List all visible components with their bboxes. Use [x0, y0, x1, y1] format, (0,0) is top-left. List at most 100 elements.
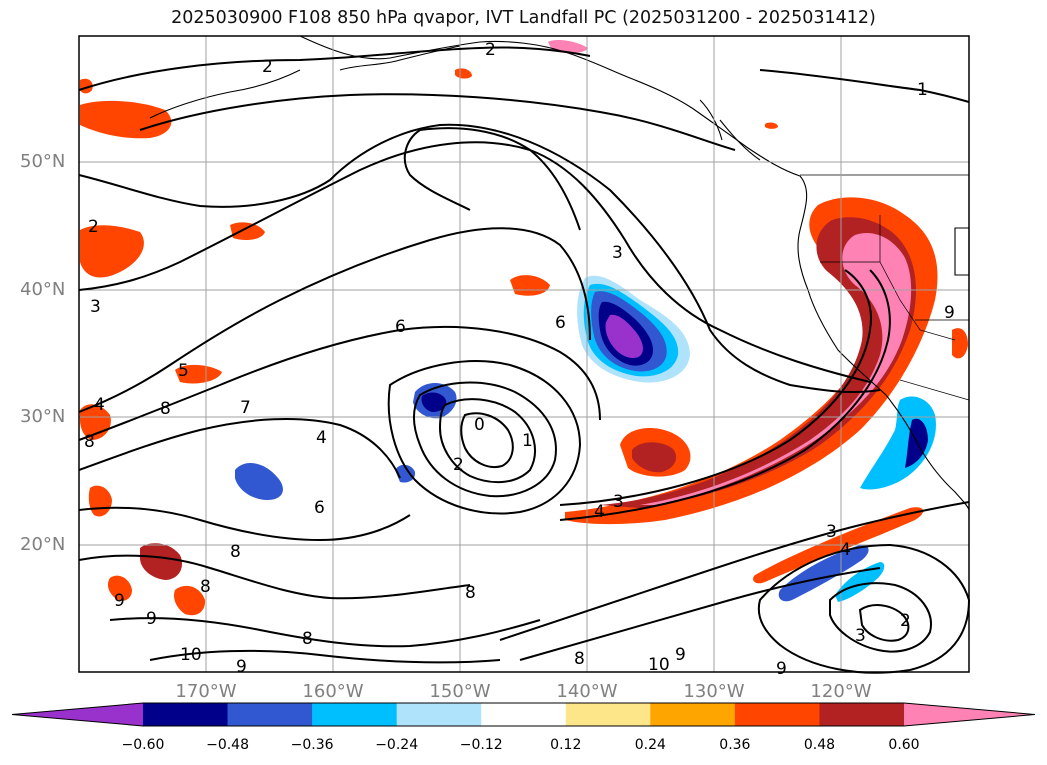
contour-bottom-1: [149, 649, 501, 664]
gridlines: [79, 36, 969, 672]
contour-label: 4: [316, 428, 327, 448]
lon-label-140w: 140°W: [556, 681, 618, 702]
contour-label: 10: [648, 655, 670, 675]
contour-label: 9: [675, 645, 686, 665]
contour-label: 1: [917, 80, 928, 100]
colorbar-extend-high: [904, 703, 1035, 726]
contour-3: [78, 141, 871, 383]
atmospheric-river-pink: [640, 232, 912, 505]
anomaly-orange-north: [230, 222, 265, 240]
contour-river-edge-1: [559, 269, 872, 506]
contour-label: 1: [522, 431, 533, 451]
contour-label: 3: [613, 492, 624, 512]
anomaly-blue-streak-light: [835, 562, 885, 602]
contour-label: 6: [555, 313, 566, 333]
contour-se-1: [499, 501, 970, 641]
contour-label: 9: [776, 659, 787, 679]
colorbar-tick-label: 0.12: [550, 737, 582, 753]
contour-1-ne: [759, 69, 970, 103]
anomaly-orange-east: [952, 328, 968, 359]
coastline-north-america: [299, 35, 970, 511]
anomaly-orange-mid: [510, 275, 550, 296]
anomaly-blue-west: [235, 463, 283, 500]
anomaly-west-orange-6: [174, 585, 206, 616]
contour-5: [78, 227, 591, 413]
contour-low-inner: [438, 398, 536, 484]
colorbar-segment: [650, 703, 736, 726]
colorbar-segment: [565, 703, 651, 726]
contour-label: 0: [474, 415, 485, 435]
coastline-inner: [699, 99, 761, 161]
colorbar-segment: [819, 703, 905, 726]
lat-label-50n: 50°N: [20, 151, 66, 172]
lat-label-30n: 30°N: [20, 406, 66, 427]
colorbar-extend-low: [12, 703, 143, 726]
anomaly-west-red-5: [140, 543, 183, 580]
shaded-field-layer: [80, 40, 968, 616]
atmospheric-river-orange: [565, 197, 938, 525]
colorbar-tick-label: 0.48: [803, 737, 836, 753]
colorbar-tick-label: −0.60: [121, 737, 165, 753]
colorbar-segment: [396, 703, 482, 726]
contour-north-loop: [403, 127, 581, 231]
colorbar-tick-label: −0.36: [290, 737, 334, 753]
contour-label: 6: [314, 498, 325, 518]
lon-label-170w: 170°W: [175, 681, 237, 702]
contour-6-7: [78, 325, 601, 441]
anomaly-navy-mid: [421, 392, 447, 412]
contour-label: 6: [395, 317, 406, 337]
colorbar: [11, 702, 1036, 727]
contour-se-loop-outer: [757, 543, 971, 674]
contour-se-loop-inner: [829, 582, 932, 653]
colorbar-segment: [734, 703, 820, 726]
contour-label: 8: [84, 432, 95, 452]
anomaly-purple: [605, 314, 643, 358]
contour-8-low: [78, 417, 401, 479]
anomaly-orange-small-1: [455, 68, 472, 79]
contour-label: 9: [146, 609, 157, 629]
contour-2-north: [78, 46, 591, 91]
colorbar-outline: [11, 702, 1036, 727]
anomaly-west-orange-1: [80, 225, 144, 278]
contour-se-loop-core: [858, 604, 910, 642]
contour-label: 4: [94, 395, 105, 415]
colorbar-tick-label: 0.60: [888, 737, 920, 753]
contour-low-mid: [413, 381, 557, 498]
lon-label-160w: 160°W: [302, 681, 364, 702]
colorbar-segment: [143, 703, 229, 726]
contour-label: 8: [160, 399, 171, 419]
colorbar-segment: [481, 703, 567, 726]
contour-label: 4: [840, 540, 851, 560]
contour-label: 8: [302, 629, 313, 649]
contour-label: 4: [594, 502, 605, 522]
anomaly-blue-small: [395, 464, 416, 483]
contour-label: 9: [236, 657, 247, 677]
contour-label: 8: [465, 583, 476, 603]
contour-low-outer: [387, 360, 582, 515]
anomaly-red: [632, 442, 677, 473]
contour-label: 2: [88, 217, 99, 237]
colorbar-segment: [227, 703, 313, 726]
map-border: [78, 35, 970, 673]
state-boundary: [800, 174, 970, 401]
map-title: 2025030900 F108 850 hPa qvapor, IVT Land…: [171, 8, 876, 28]
contour-label: 2: [900, 611, 911, 631]
contour-label: 8: [574, 649, 585, 669]
map-panel: [79, 36, 969, 672]
lat-label-20n: 20°N: [20, 534, 66, 555]
contour-southwest-2: [78, 554, 471, 600]
anomaly-blue-streak: [778, 544, 869, 602]
contour-label: 2: [485, 40, 496, 60]
contour-river-edge-2: [559, 269, 891, 521]
lon-label-150w: 150°W: [429, 681, 491, 702]
anomaly-west-orange-3: [80, 78, 93, 94]
anomaly-west-orange-7: [107, 575, 132, 601]
colorbar-tick-label: −0.24: [375, 737, 419, 753]
contour-label: 8: [200, 577, 211, 597]
anomaly-orange-small-2: [765, 122, 778, 129]
contour-label: 3: [855, 626, 866, 646]
colorbar-tick-label: 0.24: [634, 737, 666, 753]
contour-southwest-1: [78, 506, 411, 542]
lon-label-130w: 130°W: [683, 681, 745, 702]
contour-se-2: [519, 567, 881, 661]
